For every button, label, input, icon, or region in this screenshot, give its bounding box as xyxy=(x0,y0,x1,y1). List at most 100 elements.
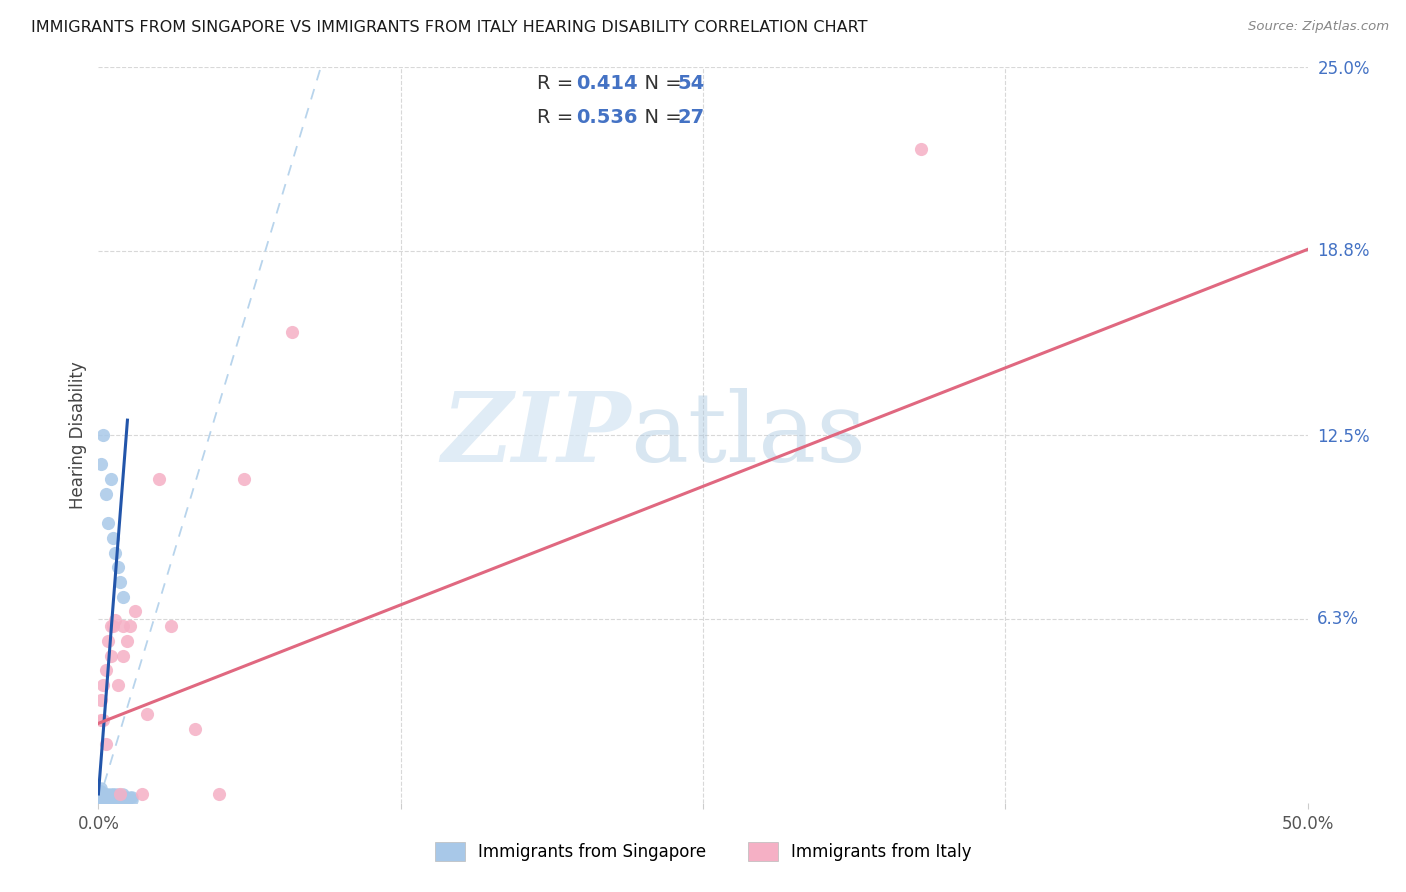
Point xyxy=(111,789,134,804)
Point xyxy=(94,787,117,801)
Point xyxy=(107,787,129,801)
Point xyxy=(90,457,112,471)
Point xyxy=(91,793,114,807)
Text: atlas: atlas xyxy=(630,388,866,482)
Point xyxy=(90,784,112,798)
Point xyxy=(91,789,114,804)
Point xyxy=(135,707,157,722)
Point xyxy=(94,737,117,751)
Point xyxy=(107,793,129,807)
Point xyxy=(118,789,141,804)
Point xyxy=(97,633,120,648)
Point xyxy=(104,793,127,807)
Point xyxy=(94,664,117,678)
Point xyxy=(91,714,114,728)
Point xyxy=(90,793,112,807)
Point xyxy=(101,619,124,633)
Point xyxy=(104,613,127,627)
Point xyxy=(107,789,129,804)
Point xyxy=(131,787,153,801)
Point xyxy=(100,619,122,633)
Text: 54: 54 xyxy=(678,74,704,93)
Point xyxy=(101,789,124,804)
Point xyxy=(101,787,124,801)
Point xyxy=(91,793,114,807)
Point xyxy=(100,472,122,486)
Legend: Immigrants from Singapore, Immigrants from Italy: Immigrants from Singapore, Immigrants fr… xyxy=(427,836,979,868)
Point xyxy=(94,796,117,810)
Point xyxy=(108,575,131,590)
Point xyxy=(121,793,143,807)
Point xyxy=(910,142,932,156)
Text: IMMIGRANTS FROM SINGAPORE VS IMMIGRANTS FROM ITALY HEARING DISABILITY CORRELATIO: IMMIGRANTS FROM SINGAPORE VS IMMIGRANTS … xyxy=(31,20,868,35)
Point xyxy=(100,648,122,663)
Point xyxy=(208,787,231,801)
Point xyxy=(89,789,111,804)
Point xyxy=(89,796,111,810)
Point xyxy=(111,590,134,604)
Point xyxy=(97,789,120,804)
Text: R =: R = xyxy=(537,74,579,93)
Point xyxy=(90,789,112,804)
Point xyxy=(94,793,117,807)
Point xyxy=(114,789,136,804)
Point xyxy=(111,619,134,633)
Point xyxy=(91,796,114,810)
Point xyxy=(90,789,112,804)
Point xyxy=(281,325,304,339)
Point xyxy=(97,793,120,807)
Point xyxy=(111,648,134,663)
Point xyxy=(160,619,183,633)
Point xyxy=(107,560,129,574)
Text: R =: R = xyxy=(537,108,579,127)
Point xyxy=(94,793,117,807)
Point xyxy=(121,789,143,804)
Point xyxy=(91,427,114,442)
Y-axis label: Hearing Disability: Hearing Disability xyxy=(69,361,87,508)
Point xyxy=(184,723,207,737)
Point xyxy=(101,531,124,545)
Point xyxy=(117,633,139,648)
Point xyxy=(108,793,131,807)
Point xyxy=(104,787,127,801)
Point xyxy=(97,796,120,810)
Point xyxy=(91,787,114,801)
Text: ZIP: ZIP xyxy=(441,388,630,482)
Text: 0.536: 0.536 xyxy=(576,108,637,127)
Text: N =: N = xyxy=(633,74,688,93)
Point xyxy=(94,487,117,501)
Point xyxy=(232,472,254,486)
Point xyxy=(90,692,112,706)
Point xyxy=(100,787,122,801)
Point xyxy=(94,789,117,804)
Point xyxy=(90,793,112,807)
Text: 27: 27 xyxy=(678,108,704,127)
Point xyxy=(100,793,122,807)
Point xyxy=(124,605,146,619)
Point xyxy=(90,796,112,810)
Point xyxy=(91,678,114,692)
Point xyxy=(91,793,114,807)
Point xyxy=(90,796,112,810)
Point xyxy=(117,793,139,807)
Point xyxy=(91,789,114,804)
Point xyxy=(100,789,122,804)
Point xyxy=(97,516,120,530)
Point xyxy=(107,678,129,692)
Point xyxy=(90,781,112,796)
Point xyxy=(89,793,111,807)
Point xyxy=(108,789,131,804)
Point xyxy=(114,793,136,807)
Point xyxy=(148,472,170,486)
Point xyxy=(104,545,127,560)
Point xyxy=(101,793,124,807)
Point xyxy=(90,714,112,728)
Text: N =: N = xyxy=(633,108,688,127)
Point xyxy=(90,787,112,801)
Point xyxy=(108,787,131,801)
Text: 0.414: 0.414 xyxy=(576,74,637,93)
Point xyxy=(89,787,111,801)
Point xyxy=(91,789,114,804)
Point xyxy=(118,619,141,633)
Point xyxy=(104,789,127,804)
